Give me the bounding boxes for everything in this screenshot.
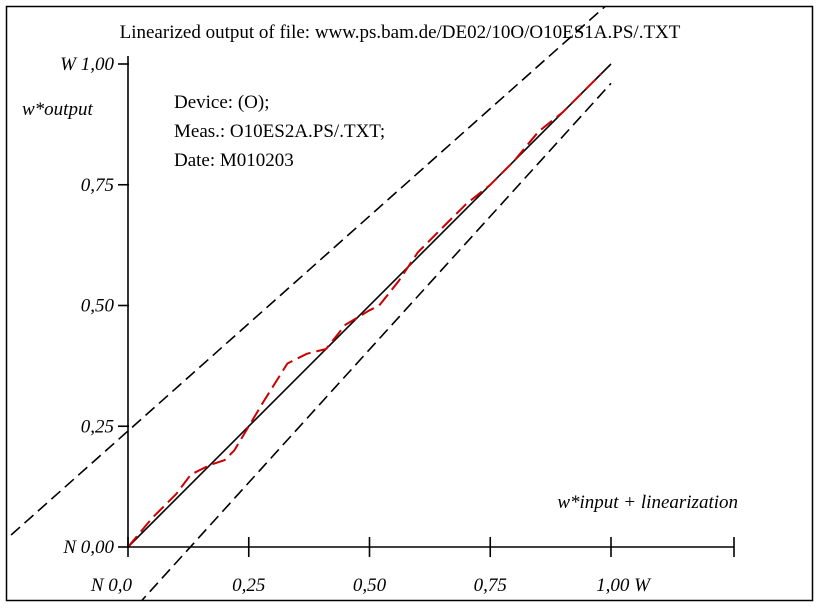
info-line-device: Device: (O);	[174, 92, 269, 113]
y-tick-label: 0,25	[81, 416, 114, 437]
chart-border	[5, 5, 814, 602]
x-tick-label: 0,50	[353, 575, 387, 596]
lower-tolerance-line	[140, 82, 612, 601]
y-tick-label: 0,75	[81, 175, 114, 196]
x-tick-label: 0,25	[232, 575, 265, 596]
y-tick-label: 0,50	[81, 296, 115, 317]
x-tick-label: N 0,0	[90, 575, 133, 596]
x-tick-label: 0,75	[474, 575, 507, 596]
measured-output-line	[127, 72, 603, 548]
x-tick-label: 1,00 W	[596, 575, 652, 596]
info-line-date: Date: M010203	[174, 150, 294, 171]
identity-line	[127, 63, 612, 548]
y-tick-label: N 0,00	[62, 537, 114, 558]
y-axis-label: w*output	[22, 99, 93, 120]
upper-tolerance-line	[6, 6, 607, 541]
y-tick-label: W 1,00	[60, 54, 114, 75]
x-axis-label: w*input + linearization	[557, 492, 738, 513]
chart-title: Linearized output of file: www.ps.bam.de…	[120, 22, 681, 43]
info-line-meas: Meas.: O10ES2A.PS/.TXT;	[174, 121, 385, 142]
